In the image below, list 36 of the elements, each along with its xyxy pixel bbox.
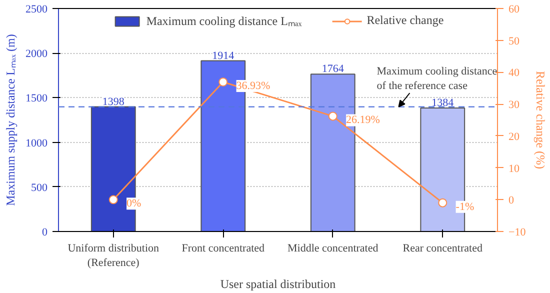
point xyxy=(218,78,228,86)
data-label: -1% xyxy=(456,200,474,213)
y2-tick-label: 0 xyxy=(508,194,514,207)
y2-tick-label: 60 xyxy=(508,4,520,16)
x-axis-title: User spatial distribution xyxy=(220,276,336,291)
y2-tick-label: 10 xyxy=(508,162,520,175)
data-label: 0% xyxy=(126,198,142,210)
legend-label: Maximum cooling distance Lₘₐₓ xyxy=(146,13,302,29)
y-tick-label: 500 xyxy=(31,182,48,194)
ref-line-label: Maximum cooling distance of the reference case xyxy=(376,65,498,92)
x-tick-label: Uniform distribution (Reference) xyxy=(68,242,160,269)
x-tick-label: Middle concentrated xyxy=(288,242,379,254)
y2-tick-label: 40 xyxy=(508,67,520,80)
x-tick-label: Front concentrated xyxy=(182,242,266,254)
y-tick-label: 2000 xyxy=(26,48,48,60)
y2-axis-title: Relative change (%) xyxy=(534,71,548,169)
data-label: 1764 xyxy=(322,63,344,76)
legend-label: Relative change xyxy=(366,13,444,28)
data-label: 1398 xyxy=(102,96,125,108)
y2-tick-label: 50 xyxy=(508,35,520,48)
x-tick-label: Rear concentrated xyxy=(402,242,483,254)
y2-tick-label: 20 xyxy=(508,130,520,143)
y-tick-label: 0 xyxy=(42,226,48,238)
y-tick-label: 1000 xyxy=(26,137,48,150)
data-label: 1384 xyxy=(432,97,454,110)
y-axis-title: Maximum supply distance Lₘₐₓ (m) xyxy=(4,34,18,206)
point xyxy=(328,112,338,121)
data-label: 26.19% xyxy=(346,114,380,126)
point xyxy=(438,198,448,208)
point xyxy=(108,195,118,204)
y2-tick-label: 30 xyxy=(508,99,520,112)
y-tick-label: 1500 xyxy=(26,92,48,105)
data-label: 36.93% xyxy=(236,80,270,92)
data-label: 1914 xyxy=(212,50,235,62)
y2-tick-label: −10 xyxy=(508,226,526,238)
y-tick-label: 2500 xyxy=(26,4,48,16)
